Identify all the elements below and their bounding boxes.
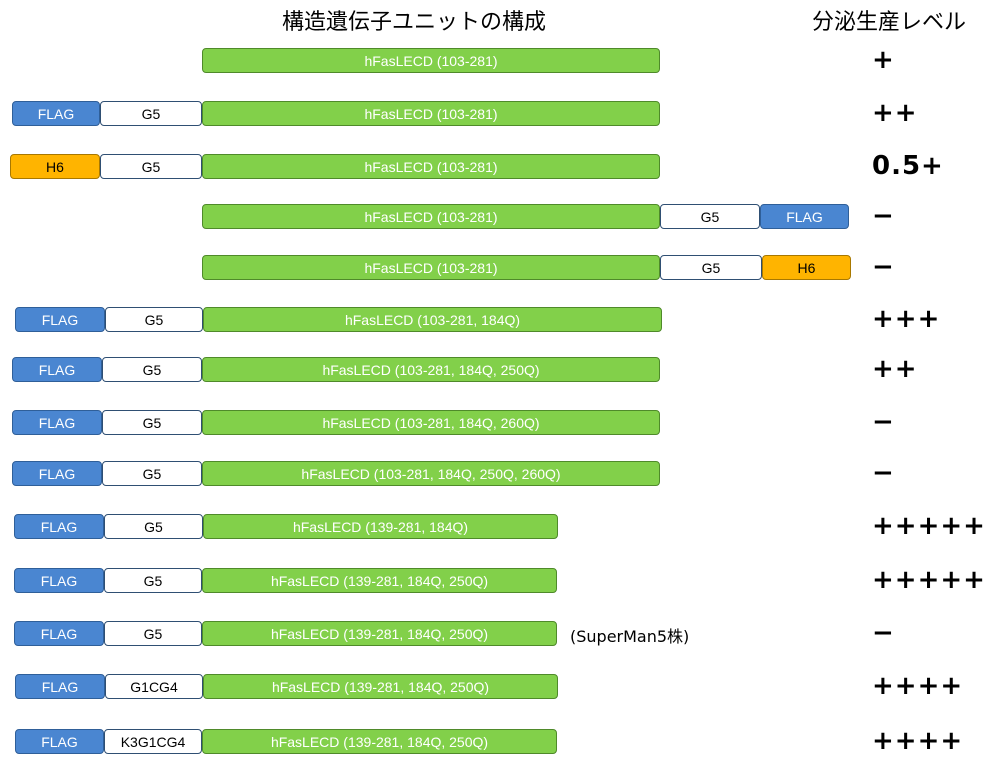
h6-tag-box: H6 <box>762 255 851 280</box>
linker-box: G1CG4 <box>105 674 203 699</box>
flag-tag-box: FLAG <box>14 621 104 646</box>
ecd-domain-box: hFasLECD (139-281, 184Q, 250Q) <box>202 729 557 754</box>
secretion-level: ++++ <box>872 726 964 756</box>
ecd-domain-box: hFasLECD (103-281, 184Q, 250Q) <box>202 357 660 382</box>
secretion-level: +++++ <box>872 565 986 595</box>
construct-row: FLAG G5 hFasLECD (103-281) ++ <box>0 98 1000 128</box>
flag-tag-box: FLAG <box>14 514 104 539</box>
flag-tag-box: FLAG <box>12 410 102 435</box>
flag-tag-box: FLAG <box>12 101 100 126</box>
ecd-domain-box: hFasLECD (139-281, 184Q, 250Q) <box>202 568 557 593</box>
secretion-level: ++++ <box>872 671 964 701</box>
secretion-level: − <box>872 201 895 231</box>
construct-row: H6 G5 hFasLECD (103-281) 0.5+ <box>0 151 1000 181</box>
secretion-level: + <box>872 45 895 75</box>
flag-tag-box: FLAG <box>12 357 102 382</box>
linker-box: G5 <box>105 307 203 332</box>
construct-row: hFasLECD (103-281) G5 FLAG − <box>0 201 1000 231</box>
construct-row: FLAG G5 hFasLECD (103-281, 184Q, 260Q) − <box>0 407 1000 437</box>
linker-box: G5 <box>102 410 202 435</box>
linker-box: G5 <box>100 154 202 179</box>
construct-row: FLAG K3G1CG4 hFasLECD (139-281, 184Q, 250Q… <box>0 726 1000 756</box>
secretion-level: +++++ <box>872 511 986 541</box>
construct-row: FLAG G5 hFasLECD (139-281, 184Q) +++++ <box>0 511 1000 541</box>
secretion-level: 0.5+ <box>872 151 944 181</box>
level-column-title: 分泌生産レベル <box>812 10 967 35</box>
ecd-domain-box: hFasLECD (103-281) <box>202 48 660 73</box>
construct-row: hFasLECD (103-281) G5 H6− <box>0 252 1000 282</box>
h6-tag-box: H6 <box>10 154 100 179</box>
ecd-domain-box: hFasLECD (103-281, 184Q, 250Q, 260Q) <box>202 461 660 486</box>
construct-row: FLAG G5 hFasLECD (103-281, 184Q, 250Q, 260… <box>0 458 1000 488</box>
flag-tag-box: FLAG <box>15 729 104 754</box>
diagram-title: 構造遺伝子ユニットの構成 <box>282 10 547 35</box>
secretion-level: ++ <box>872 98 918 128</box>
strain-note: (SuperMan5株) <box>570 627 690 646</box>
construct-row: FLAG G5 hFasLECD (139-281, 184Q, 250Q) (Sup… <box>0 618 1000 648</box>
secretion-level: +++ <box>872 304 941 334</box>
flag-tag-box: FLAG <box>760 204 849 229</box>
ecd-domain-box: hFasLECD (139-281, 184Q, 250Q) <box>203 674 558 699</box>
ecd-domain-box: hFasLECD (103-281, 184Q) <box>203 307 662 332</box>
flag-tag-box: FLAG <box>15 307 105 332</box>
construct-row: FLAG G5 hFasLECD (103-281, 184Q) +++ <box>0 304 1000 334</box>
secretion-level: − <box>872 252 895 282</box>
linker-box: G5 <box>102 357 202 382</box>
secretion-level: − <box>872 618 895 648</box>
linker-box: G5 <box>100 101 202 126</box>
secretion-level: ++ <box>872 354 918 384</box>
secretion-level: − <box>872 407 895 437</box>
linker-box: G5 <box>104 621 202 646</box>
secretion-level: − <box>872 458 895 488</box>
linker-box: G5 <box>102 461 202 486</box>
linker-box: K3G1CG4 <box>104 729 202 754</box>
flag-tag-box: FLAG <box>14 568 104 593</box>
ecd-domain-box: hFasLECD (103-281) <box>202 154 660 179</box>
linker-box: G5 <box>660 204 760 229</box>
ecd-domain-box: hFasLECD (139-281, 184Q) <box>203 514 558 539</box>
construct-row: FLAG G1CG4 hFasLECD (139-281, 184Q, 250Q) +… <box>0 671 1000 701</box>
construct-row: FLAG G5 hFasLECD (103-281, 184Q, 250Q) ++ <box>0 354 1000 384</box>
flag-tag-box: FLAG <box>12 461 102 486</box>
linker-box: G5 <box>104 514 203 539</box>
construct-row: hFasLECD (103-281) + <box>0 45 1000 75</box>
linker-box: G5 <box>104 568 202 593</box>
ecd-domain-box: hFasLECD (103-281, 184Q, 260Q) <box>202 410 660 435</box>
ecd-domain-box: hFasLECD (103-281) <box>202 101 660 126</box>
construct-row: FLAG G5 hFasLECD (139-281, 184Q, 250Q) ++++… <box>0 565 1000 595</box>
ecd-domain-box: hFasLECD (103-281) <box>202 255 660 280</box>
linker-box: G5 <box>660 255 762 280</box>
ecd-domain-box: hFasLECD (139-281, 184Q, 250Q) <box>202 621 557 646</box>
ecd-domain-box: hFasLECD (103-281) <box>202 204 660 229</box>
flag-tag-box: FLAG <box>15 674 105 699</box>
